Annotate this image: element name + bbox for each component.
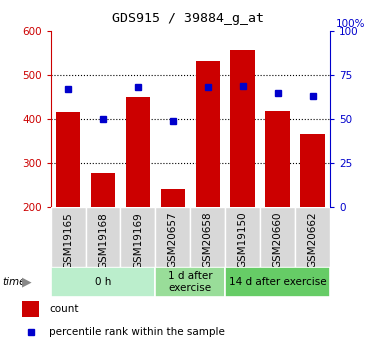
Text: GSM20657: GSM20657 [168, 212, 178, 268]
Bar [155, 207, 190, 267]
Bar [86, 207, 120, 267]
Text: 0 h: 0 h [95, 277, 111, 287]
Text: GDS915 / 39884_g_at: GDS915 / 39884_g_at [111, 12, 264, 25]
Text: percentile rank within the sample: percentile rank within the sample [49, 327, 225, 337]
Bar [91, 173, 115, 207]
Text: GSM20662: GSM20662 [308, 212, 318, 268]
Bar [300, 135, 325, 207]
Bar [22, 301, 39, 317]
Text: ▶: ▶ [22, 276, 32, 288]
Bar [266, 111, 290, 207]
Bar [126, 97, 150, 207]
Text: GSM19169: GSM19169 [133, 212, 143, 268]
Text: time: time [2, 277, 26, 287]
Bar [231, 50, 255, 207]
Bar [195, 60, 220, 207]
Bar [225, 207, 260, 267]
Bar [51, 207, 86, 267]
Text: GSM20658: GSM20658 [203, 212, 213, 268]
Bar [56, 112, 80, 207]
Bar [190, 207, 225, 267]
Bar [120, 207, 155, 267]
Text: GSM19165: GSM19165 [63, 212, 73, 268]
Text: 14 d after exercise: 14 d after exercise [229, 277, 326, 287]
Bar [160, 188, 185, 207]
Text: count: count [49, 304, 79, 314]
Text: 100%: 100% [336, 19, 365, 29]
Bar [51, 267, 155, 297]
Bar [260, 207, 295, 267]
Text: GSM19168: GSM19168 [98, 212, 108, 268]
Text: GSM19150: GSM19150 [238, 212, 248, 268]
Text: GSM20660: GSM20660 [273, 212, 283, 268]
Bar [225, 267, 330, 297]
Bar [295, 207, 330, 267]
Text: 1 d after
exercise: 1 d after exercise [168, 271, 213, 293]
Bar [155, 267, 225, 297]
